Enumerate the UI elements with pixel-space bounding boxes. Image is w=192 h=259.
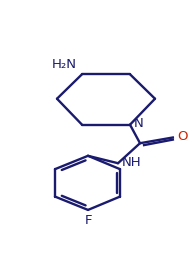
Text: NH: NH (122, 156, 141, 169)
Text: O: O (177, 130, 188, 143)
Text: N: N (133, 117, 143, 130)
Text: H₂N: H₂N (52, 58, 77, 71)
Text: F: F (84, 214, 92, 227)
